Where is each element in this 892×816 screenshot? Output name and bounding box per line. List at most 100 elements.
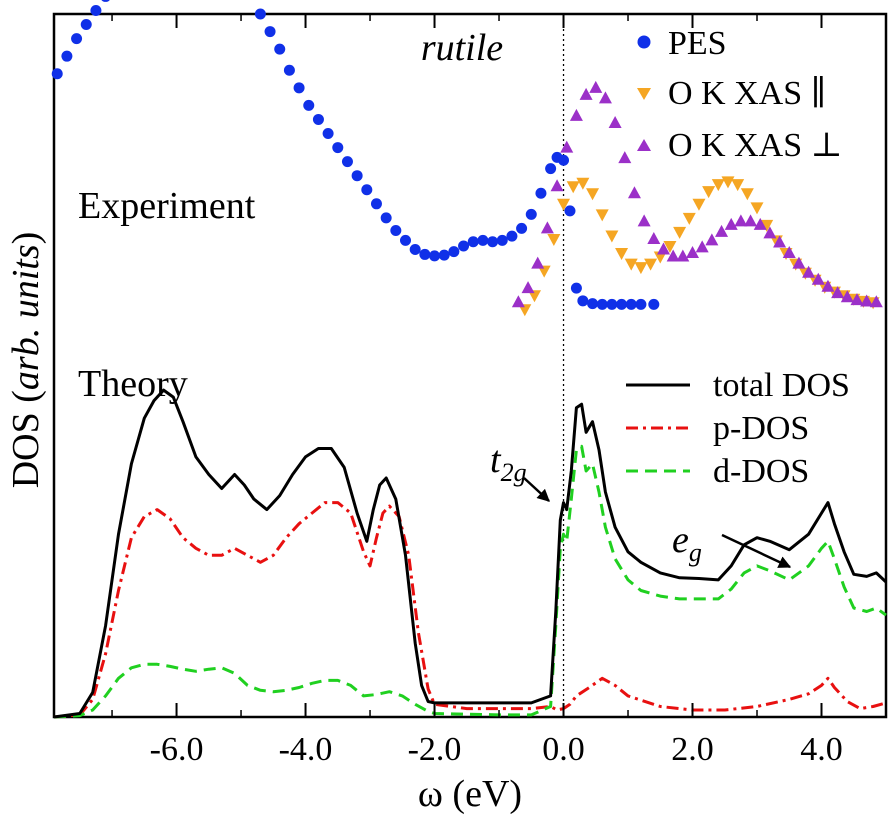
point-o-k-xas — [850, 293, 864, 306]
point-o-k-xas — [711, 179, 725, 192]
panel-label-theory: Theory — [78, 363, 188, 405]
point-pes — [61, 50, 73, 62]
legend-marker-xas-par — [637, 88, 651, 100]
annotation-eg-arrow — [721, 533, 792, 569]
point-o-k-xas — [586, 188, 600, 201]
point-pes — [293, 82, 305, 94]
point-o-k-xas — [673, 226, 687, 239]
point-pes — [361, 184, 373, 196]
x-axis-title: ω (eV) — [418, 773, 522, 815]
x-tick-label: -4.0 — [279, 731, 333, 768]
point-o-k-xas — [740, 188, 754, 201]
point-pes — [409, 244, 421, 256]
point-o-k-xas — [550, 179, 564, 192]
plot-frame — [52, 12, 888, 719]
point-pes — [351, 170, 363, 182]
annotation-eg: eg — [672, 519, 792, 569]
legend-theory: total DOS p-DOS d-DOS — [626, 367, 850, 490]
point-pes — [558, 154, 570, 166]
point-o-k-xas — [763, 226, 777, 239]
point-pes — [587, 298, 599, 310]
point-o-k-xas — [782, 246, 796, 259]
legend-label-p-dos: p-DOS — [713, 410, 809, 447]
legend-label-total: total DOS — [713, 367, 850, 404]
point-o-k-xas — [608, 115, 622, 128]
x-tick-label: -6.0 — [150, 731, 204, 768]
point-o-k-xas — [860, 294, 874, 307]
point-pes — [625, 298, 637, 310]
point-pes — [616, 298, 628, 310]
point-o-k-xas — [527, 290, 541, 303]
point-o-k-xas — [521, 281, 535, 294]
point-pes — [477, 234, 489, 246]
point-pes — [506, 230, 518, 242]
legend-label-d-dos: d-DOS — [713, 453, 809, 490]
point-pes — [283, 64, 295, 76]
legend-label-xas-perp: O K XAS ⊥ — [668, 127, 843, 164]
point-o-k-xas — [666, 249, 680, 262]
point-o-k-xas — [605, 230, 619, 243]
point-pes — [254, 8, 266, 20]
point-o-k-xas — [644, 258, 658, 271]
point-o-k-xas — [547, 233, 561, 246]
point-pes — [596, 298, 608, 310]
y-axis-title-units: arb. units — [5, 244, 47, 390]
data-marks — [51, 0, 888, 719]
point-o-k-xas — [566, 181, 580, 194]
point-o-k-xas — [540, 221, 554, 234]
point-o-k-xas — [792, 256, 806, 269]
point-o-k-xas — [750, 202, 764, 215]
annotation-eg-label: eg — [672, 519, 702, 567]
point-o-k-xas — [579, 87, 593, 100]
point-o-k-xas — [724, 217, 738, 230]
point-o-k-xas — [695, 240, 709, 253]
point-pes — [51, 68, 63, 80]
point-pes — [390, 225, 402, 237]
point-o-k-xas — [869, 295, 883, 308]
point-o-k-xas — [511, 295, 525, 308]
point-pes — [303, 99, 315, 111]
legend-label-pes: PES — [668, 25, 727, 62]
point-o-k-xas — [569, 108, 583, 121]
point-pes — [606, 298, 618, 310]
point-o-k-xas — [615, 248, 629, 261]
point-o-k-xas — [618, 151, 632, 164]
point-o-k-xas — [557, 198, 571, 211]
point-o-k-xas — [760, 219, 774, 232]
legend-label-xas-par: O K XAS ∥ — [668, 75, 826, 112]
point-o-k-xas — [531, 256, 545, 269]
point-pes — [341, 156, 353, 168]
point-pes — [322, 128, 334, 140]
point-pes — [274, 43, 286, 55]
point-o-k-xas — [802, 265, 816, 278]
y-axis-title-suffix: ) — [5, 232, 47, 245]
point-o-k-xas — [692, 198, 706, 211]
point-pes — [429, 250, 441, 262]
point-pes — [516, 222, 528, 234]
point-pes — [487, 236, 499, 248]
point-o-k-xas — [653, 251, 667, 264]
annotation-t2g: t2g — [490, 439, 550, 502]
panel-label-experiment: Experiment — [78, 185, 256, 227]
point-o-k-xas — [682, 212, 696, 225]
point-pes — [400, 234, 412, 246]
point-o-k-xas — [831, 286, 845, 299]
point-o-k-xas — [731, 179, 745, 192]
point-o-k-xas — [702, 186, 716, 199]
point-o-k-xas — [734, 214, 748, 227]
point-o-k-xas — [773, 235, 787, 248]
point-o-k-xas — [821, 279, 835, 292]
legend-experiment: PES O K XAS ∥ O K XAS ⊥ — [637, 25, 843, 164]
point-pes — [264, 26, 276, 38]
point-o-k-xas — [647, 231, 661, 244]
point-o-k-xas — [624, 258, 638, 271]
x-tick-label: -2.0 — [408, 731, 462, 768]
point-o-k-xas — [811, 272, 825, 285]
point-pes — [535, 187, 547, 199]
point-pes — [648, 298, 660, 310]
series-line-d-dos — [53, 444, 887, 719]
annotation-t2g-sub: 2g — [501, 458, 527, 487]
point-o-k-xas — [753, 217, 767, 230]
point-pes — [90, 4, 102, 16]
